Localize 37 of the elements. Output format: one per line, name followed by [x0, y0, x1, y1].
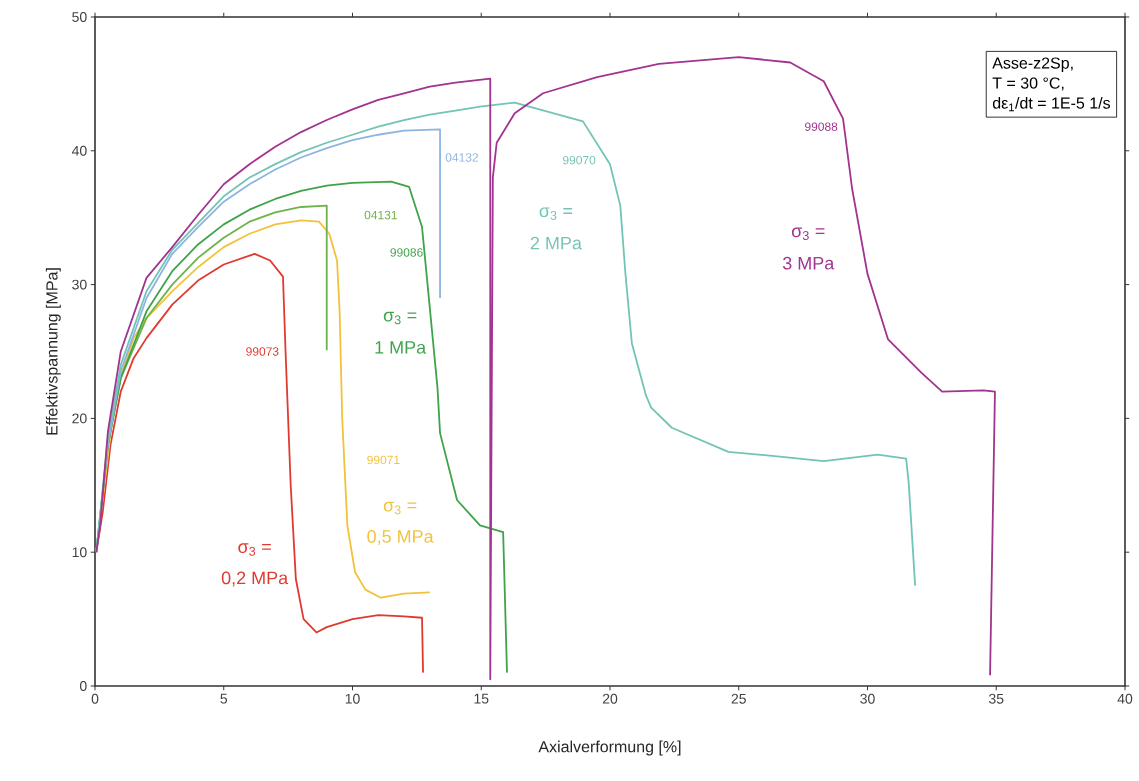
- x-axis-title: Axialverformung [%]: [538, 740, 681, 756]
- annotation: 2 MPa: [530, 236, 582, 250]
- y-tick-label: 0: [79, 681, 87, 691]
- annotation: σ$_{3}$ =: [383, 311, 417, 325]
- x-tick-label: 10: [345, 693, 360, 704]
- annotation: 0,2 MPa: [221, 571, 289, 587]
- series-label: 99086: [390, 248, 423, 257]
- annotation: σ$_{3}$ =: [791, 227, 825, 240]
- annotation: 1 MPa: [375, 341, 427, 354]
- x-tick-label: 20: [602, 693, 618, 704]
- x-tick-label: 30: [860, 693, 875, 704]
- y-tick-label: 40: [71, 145, 87, 156]
- y-tick-label: 30: [72, 279, 87, 290]
- y-tick-label: 50: [72, 12, 87, 22]
- annotation: T = 30 °C,: [992, 77, 1064, 91]
- y-tick-label: 10: [72, 547, 87, 558]
- series-label: 99070: [562, 155, 596, 165]
- series-label: 99073: [246, 347, 279, 356]
- x-tick-label: 40: [1117, 693, 1133, 704]
- x-tick-label: 15: [474, 693, 489, 704]
- series-label: 04132: [445, 153, 479, 162]
- annotation: σ$_{3}$ =: [383, 501, 417, 515]
- series-label: 99071: [367, 455, 400, 465]
- y-tick-label: 20: [72, 413, 87, 424]
- x-tick-label: 5: [220, 693, 228, 704]
- text: 04131: [364, 210, 397, 220]
- annotation: dε$_{1}$/dt = 1E-5 1/s: [992, 96, 1111, 112]
- x-tick-label: 0: [91, 693, 99, 704]
- x-tick-label: 35: [988, 693, 1004, 704]
- annotation: Asse-z2Sp,: [992, 57, 1073, 72]
- annotation: σ$_{3}$ =: [539, 207, 573, 220]
- annotation: 0,5 MPa: [367, 530, 434, 545]
- annotation: σ$_{3}$ =: [238, 543, 271, 556]
- series-label: 99088: [805, 122, 838, 131]
- y-axis-title: Effektivspannung [MPa]: [45, 268, 61, 435]
- annotation: 3 MPa: [782, 256, 835, 270]
- x-tick-label: 25: [731, 693, 746, 704]
